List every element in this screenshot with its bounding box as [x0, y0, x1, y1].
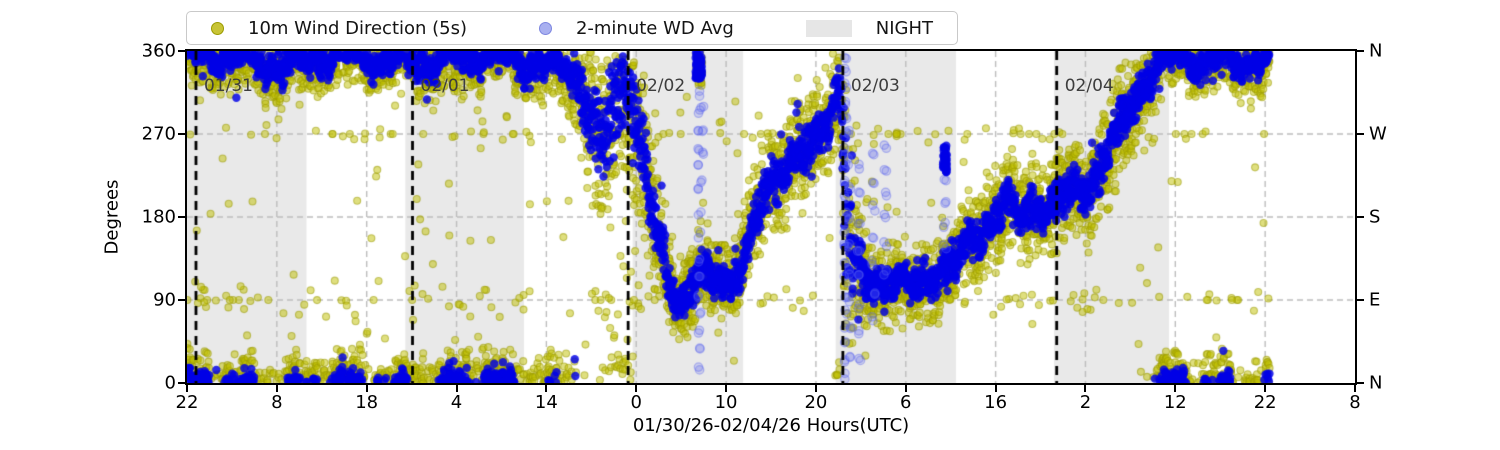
- y-tick-label: 180: [141, 206, 176, 228]
- y-tick-mark: [178, 299, 185, 301]
- x-tick-mark: [904, 385, 907, 392]
- x-tick-label: 18: [355, 392, 379, 413]
- legend-item-label: 2-minute WD Avg: [575, 17, 734, 39]
- legend-item-label: NIGHT: [875, 17, 933, 39]
- x-tick-mark: [455, 385, 458, 392]
- right-tick-mark: [1357, 50, 1364, 52]
- day-label: 02/04: [1064, 76, 1114, 97]
- y-tick-mark: [178, 382, 185, 384]
- y-tick-label: 90: [153, 289, 176, 311]
- x-tick-mark: [725, 385, 728, 392]
- x-tick-mark: [1354, 385, 1356, 392]
- right-tick-label: W: [1369, 123, 1387, 145]
- right-tick-mark: [1357, 133, 1364, 135]
- x-tick-mark: [635, 385, 638, 392]
- x-tick-label: 8: [271, 392, 283, 413]
- y-axis-title: Degrees: [101, 179, 123, 255]
- x-tick-mark: [365, 385, 368, 392]
- x-tick-label: 2: [1079, 392, 1092, 413]
- right-tick-label: E: [1369, 289, 1381, 311]
- x-tick-label: 12: [1163, 392, 1187, 413]
- day-label: 01/31: [203, 76, 253, 97]
- day-label: 02/02: [636, 76, 686, 97]
- x-tick-mark: [994, 385, 997, 392]
- x-tick-label: 4: [450, 392, 463, 413]
- y-tick-label: 0: [164, 372, 176, 394]
- x-tick-mark: [1174, 385, 1177, 392]
- y-tick-label: 360: [141, 40, 176, 62]
- legend-item-0: 10m Wind Direction (5s): [211, 18, 467, 39]
- y-tick-mark: [178, 216, 185, 218]
- x-tick-mark: [1264, 385, 1267, 392]
- legend-item-1: 2-minute WD Avg: [538, 17, 734, 39]
- night-patch-icon: [805, 19, 852, 37]
- day-label: 02/01: [420, 76, 470, 97]
- scatter-dot-icon: [211, 21, 224, 35]
- right-tick-label: N: [1369, 372, 1383, 394]
- right-tick-mark: [1357, 382, 1364, 384]
- plot-area: [185, 49, 1357, 385]
- x-tick-mark: [814, 385, 817, 392]
- right-tick-label: S: [1369, 206, 1381, 228]
- x-tick-label: 22: [175, 392, 199, 413]
- x-tick-label: 10: [714, 392, 738, 413]
- right-tick-mark: [1357, 299, 1364, 301]
- legend: 10m Wind Direction (5s) 2-minute WD Avg NI…: [186, 11, 958, 45]
- y-tick-mark: [178, 133, 185, 135]
- x-tick-label: 14: [534, 392, 558, 413]
- scatter-dot-icon: [538, 21, 552, 35]
- x-tick-label: 22: [1253, 392, 1277, 413]
- x-tick-label: 16: [984, 392, 1008, 413]
- x-tick-label: 8: [1349, 392, 1361, 413]
- x-tick-mark: [545, 385, 548, 392]
- x-axis-title: 01/30/26-02/04/26 Hours(UTC): [632, 415, 910, 436]
- x-tick-label: 0: [630, 392, 642, 413]
- x-tick-mark: [1084, 385, 1087, 392]
- right-tick-mark: [1357, 216, 1364, 218]
- wind-scatter-canvas: [187, 51, 1355, 383]
- legend-item-2: NIGHT: [805, 17, 933, 39]
- x-tick-mark: [275, 385, 278, 392]
- x-tick-label: 20: [804, 392, 828, 413]
- y-tick-label: 270: [141, 123, 176, 145]
- legend-item-label: 10m Wind Direction (5s): [248, 17, 468, 39]
- x-tick-mark: [186, 385, 188, 392]
- right-tick-label: N: [1369, 40, 1383, 62]
- x-tick-label: 6: [900, 392, 912, 413]
- y-tick-mark: [178, 50, 185, 52]
- day-label: 02/03: [850, 76, 900, 97]
